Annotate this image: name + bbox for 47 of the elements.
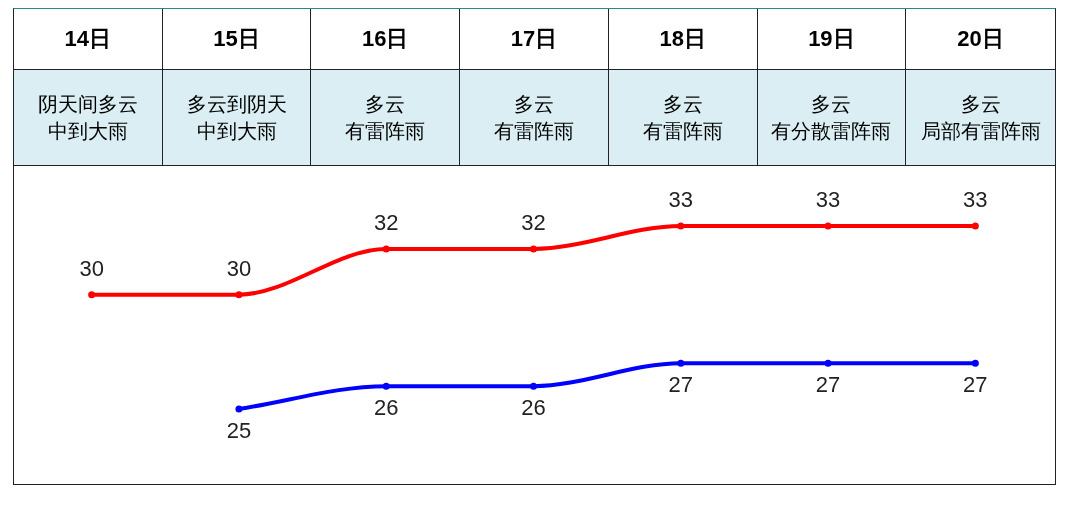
data-label: 32 — [373, 209, 399, 235]
point — [677, 359, 685, 367]
text: 局部有雷阵雨 — [920, 118, 1041, 144]
data-label: 25 — [226, 418, 252, 444]
text: 多云到阴天 — [186, 91, 287, 117]
point — [235, 291, 243, 299]
data-label: 33 — [668, 187, 694, 213]
text: 有雷阵雨 — [642, 118, 723, 144]
text: 中到大雨 — [46, 118, 129, 144]
data-label: 33 — [815, 187, 841, 213]
point — [677, 222, 685, 230]
text: 有分散雷阵雨 — [771, 118, 892, 144]
x-tick-label: 14日 — [14, 9, 163, 69]
data-label: 27 — [668, 372, 694, 398]
x-tick-label: 15日 — [162, 9, 312, 69]
x-tick-label: 17日 — [460, 9, 609, 69]
text: 有雷阵雨 — [493, 118, 574, 144]
point — [971, 359, 979, 367]
x-tick-label: 18日 — [608, 9, 758, 69]
data-label: 26 — [373, 395, 399, 421]
text: 有雷阵雨 — [345, 118, 426, 144]
point — [382, 245, 390, 253]
text: 多云 — [512, 91, 555, 117]
point — [88, 291, 96, 299]
x-tick-label: 20日 — [956, 25, 1005, 53]
data-label: 26 — [521, 395, 546, 421]
text: 多云 — [959, 91, 1002, 117]
x-tick-label: 19日 — [757, 9, 907, 69]
data-label: 27 — [963, 372, 988, 398]
point — [235, 405, 243, 413]
data-label: 30 — [226, 255, 252, 281]
data-label: 27 — [815, 372, 841, 398]
x-tick-label: 16日 — [311, 9, 461, 69]
data-label: 30 — [79, 255, 104, 281]
data-label: 32 — [521, 209, 546, 235]
point — [971, 222, 979, 230]
point — [530, 245, 537, 253]
point — [530, 382, 537, 390]
text: 多云 — [810, 91, 853, 117]
point — [382, 382, 390, 390]
text: 多云 — [661, 91, 704, 117]
text: 多云 — [364, 91, 407, 117]
data-label: 33 — [963, 187, 988, 213]
text: 阴天间多云 — [37, 91, 138, 117]
text: 中到大雨 — [195, 118, 278, 144]
point — [824, 359, 832, 367]
point — [824, 222, 832, 230]
